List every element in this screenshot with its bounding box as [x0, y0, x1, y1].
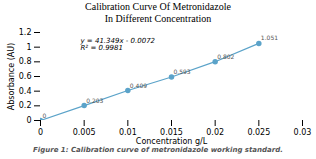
svg-text:1: 1	[26, 43, 31, 52]
svg-text:0.6: 0.6	[19, 72, 32, 81]
svg-text:0: 0	[43, 112, 47, 119]
svg-text:0.409: 0.409	[130, 82, 147, 89]
svg-text:1.051: 1.051	[261, 34, 278, 41]
html-text:Figure 1: Calibration curve of: Figure 1: Calibration curve of metronida…	[33, 146, 283, 154]
svg-text:0.01: 0.01	[119, 128, 137, 137]
html-text:Calibration Curve Of Metronida: Calibration Curve Of Metronidazole In Di…	[85, 1, 231, 24]
svg-text:0.4: 0.4	[19, 87, 32, 96]
svg-text:0.593: 0.593	[174, 68, 191, 75]
svg-text:0.02: 0.02	[206, 128, 224, 137]
svg-text:0.2: 0.2	[19, 101, 32, 110]
svg-text:0.015: 0.015	[160, 128, 183, 138]
svg-text:0: 0	[26, 116, 31, 125]
svg-text:1.2: 1.2	[19, 28, 32, 37]
svg-text:0.8: 0.8	[19, 57, 32, 66]
svg-text:0.203: 0.203	[86, 97, 103, 104]
svg-text:Concentration g/L: Concentration g/L	[136, 137, 208, 146]
svg-text:y = 41.349x - 0.0072R² = 0.998: y = 41.349x - 0.0072R² = 0.9981	[80, 37, 156, 52]
svg-text:Absorbance (AU): Absorbance (AU)	[7, 43, 16, 110]
svg-text:0.005: 0.005	[73, 128, 96, 137]
svg-text:0.025: 0.025	[247, 128, 270, 137]
svg-text:0.802: 0.802	[217, 53, 234, 60]
svg-text:0: 0	[38, 128, 43, 137]
svg-text:0.03: 0.03	[294, 128, 312, 137]
